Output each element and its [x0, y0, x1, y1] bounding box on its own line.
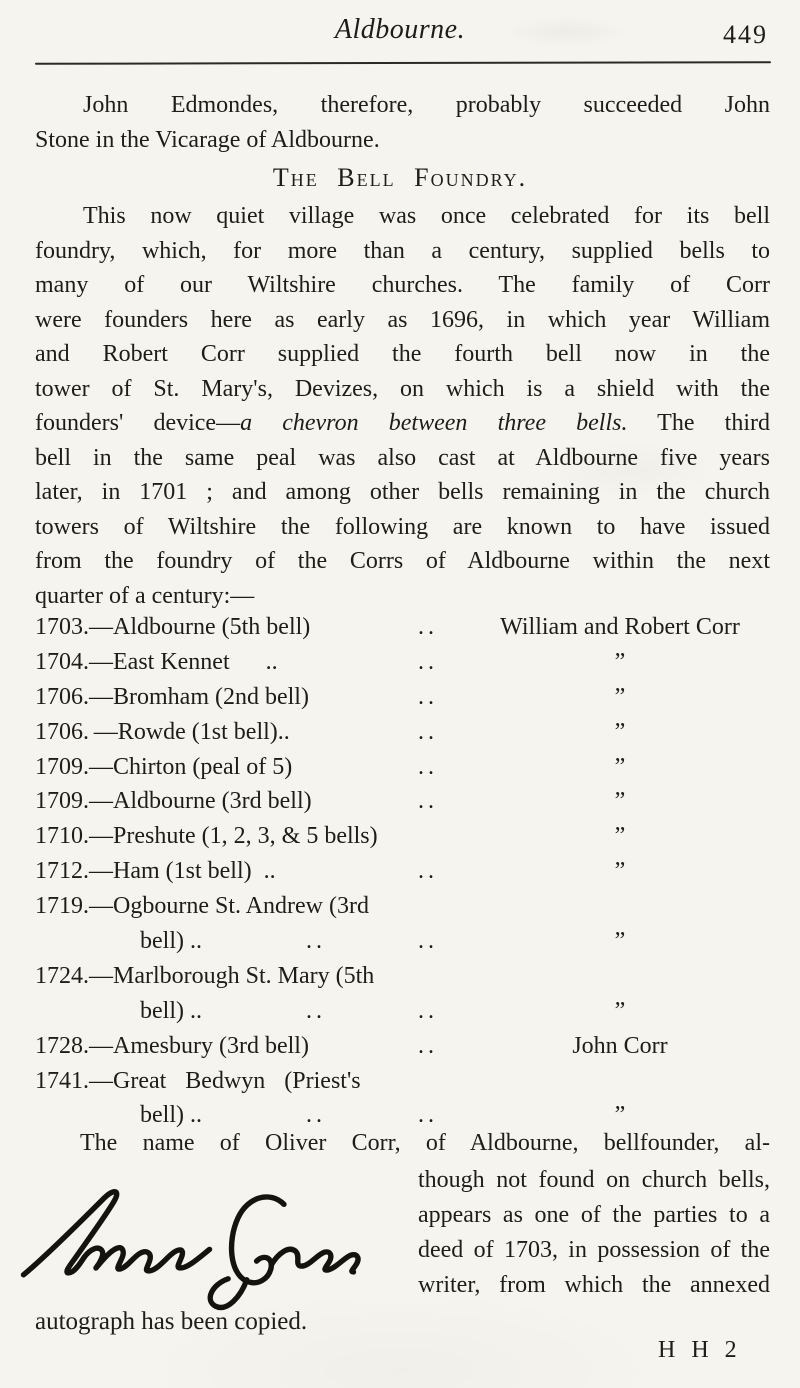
intro-line: Stone in the Vicarage of Aldbourne. — [35, 127, 380, 153]
bell-list-row: 1712.—Ham (1st bell) .. .. ” — [35, 854, 770, 889]
bell-entry: 1703.—Aldbourne (5th bell) — [35, 614, 311, 640]
bell-entry-continuation: bell) .. — [140, 997, 202, 1024]
intro-paragraph: John Edmondes, therefore, probably succe… — [35, 88, 770, 158]
body-paragraph: This now quiet village was once celebrat… — [35, 199, 770, 613]
leader-dots: .. — [306, 1102, 326, 1129]
signature-stroke — [228, 1194, 287, 1286]
intro-line: John Edmondes, therefore, probably succe… — [83, 92, 770, 118]
bell-list: 1703.—Aldbourne (5th bell) .. William an… — [35, 610, 770, 1133]
bell-list-row: 1724.—Marlborough St. Mary (5th — [35, 959, 770, 994]
italic-phrase: a chevron between three bells. — [240, 410, 628, 436]
signature-stroke — [81, 1245, 213, 1274]
leader-dots: .. — [418, 648, 438, 675]
closing-wrap-line: appears as one of the parties to a — [418, 1202, 770, 1228]
body-line: towers of Wiltshire the following are kn… — [35, 513, 770, 540]
bell-list-row: 1706. —Rowde (1st bell).. .. ” — [35, 715, 770, 750]
closing-wrap-line: though not found on church bells, — [418, 1167, 770, 1193]
ditto-mark: ” — [614, 997, 626, 1024]
page-number: 449 — [723, 20, 768, 49]
closing-paragraph-line: The name of Oliver Corr, of Aldbourne, b… — [80, 1130, 770, 1156]
bell-list-row: 1709.—Chirton (peal of 5) .. ” — [35, 750, 770, 785]
leader-dots: .. — [418, 788, 438, 815]
leader-dots: .. — [418, 858, 438, 885]
leader-dots: .. — [306, 928, 326, 955]
body-line: This now quiet village was once celebrat… — [83, 203, 770, 229]
printer-signature-mark: H H 2 — [658, 1337, 742, 1363]
bell-entry-continuation: bell) .. — [140, 1102, 202, 1129]
bell-list-row: 1719.—Ogbourne St. Andrew (3rd — [35, 889, 770, 924]
section-heading: The Bell Foundry. — [272, 163, 528, 192]
bell-entry: 1724.—Marlborough St. Mary (5th — [35, 962, 375, 989]
body-line: many of our Wiltshire churches. The fami… — [35, 272, 770, 298]
bell-list-row: 1741.—Great Bedwyn (Priest's — [35, 1064, 770, 1099]
body-line: quarter of a century:— — [35, 582, 255, 609]
leader-dots: .. — [418, 614, 438, 640]
bell-entry: 1709.—Aldbourne (3rd bell) — [35, 788, 312, 815]
bell-entry: 1704.—East Kennet .. — [35, 648, 278, 675]
leader-dots: .. — [418, 1102, 438, 1129]
body-line: were founders here as early as 1696, in … — [35, 306, 770, 333]
body-text: The third — [627, 410, 770, 436]
bell-entry: 1706. —Rowde (1st bell).. — [35, 718, 290, 745]
bell-list-row: bell) .. .. .. ” — [35, 994, 770, 1029]
bell-list-row: bell) .. .. .. ” — [35, 924, 770, 959]
header-rule — [34, 61, 772, 65]
leader-dots: .. — [418, 1032, 438, 1059]
bell-entry: 1710.—Preshute (1, 2, 3, & 5 bells) — [35, 823, 378, 850]
bell-entry-continuation: bell) .. — [140, 928, 202, 955]
body-line: bell in the same peal was also cast at A… — [35, 444, 770, 471]
signature-stroke — [268, 1246, 361, 1275]
bell-entry: 1719.—Ogbourne St. Andrew (3rd — [35, 893, 369, 920]
ditto-mark: ” — [614, 928, 626, 955]
bell-list-row: 1706.—Bromham (2nd bell) .. ” — [35, 680, 770, 715]
leader-dots: .. — [418, 683, 438, 710]
bell-list-row: 1704.—East Kennet .. .. ” — [35, 645, 770, 680]
bell-list-row: 1703.—Aldbourne (5th bell) .. William an… — [35, 610, 770, 645]
bell-entry: 1712.—Ham (1st bell) .. — [35, 858, 276, 885]
leader-dots: .. — [418, 928, 438, 955]
running-head: Aldbourne. — [334, 14, 466, 45]
ditto-mark: ” — [614, 823, 626, 850]
signature-stroke — [20, 1189, 120, 1278]
closing-wrap-line: deed of 1703, in possession of the — [418, 1237, 770, 1263]
body-line: and Robert Corr supplied the fourth bell… — [35, 341, 770, 367]
body-line: from the foundry of the Corrs of Aldbour… — [35, 548, 770, 574]
body-line: tower of St. Mary's, Devizes, on which i… — [35, 375, 770, 402]
bell-list-row: bell) .. .. .. ” — [35, 1098, 770, 1133]
leader-dots: .. — [418, 997, 438, 1024]
ditto-mark: ” — [614, 648, 626, 675]
oliver-corr-signature — [20, 1189, 361, 1311]
body-text: founders' device— — [35, 410, 241, 436]
bell-entry: 1706.—Bromham (2nd bell) — [35, 683, 309, 710]
bell-entry: 1709.—Chirton (peal of 5) — [35, 753, 293, 780]
bell-entry: 1728.—Amesbury (3rd bell) — [35, 1032, 309, 1059]
closing-last-line: autograph has been copied. — [35, 1308, 308, 1335]
founder-name: William and Robert Corr — [500, 614, 740, 640]
signature-stroke — [207, 1276, 250, 1311]
leader-dots: .. — [306, 997, 326, 1024]
closing-wrap-line: writer, from which the annexed — [418, 1272, 770, 1298]
body-line: foundry, which, for more than a century,… — [35, 237, 770, 264]
ditto-mark: ” — [614, 718, 626, 745]
bell-list-row: 1709.—Aldbourne (3rd bell) .. ” — [35, 784, 770, 819]
leader-dots: .. — [418, 718, 438, 745]
bell-list-row: 1710.—Preshute (1, 2, 3, & 5 bells) ” — [35, 819, 770, 854]
ditto-mark: ” — [614, 788, 626, 815]
body-line: later, in 1701 ; and among other bells r… — [35, 479, 770, 505]
ditto-mark: ” — [614, 753, 626, 780]
ditto-mark: ” — [614, 683, 626, 710]
closing-wrap-text: though not found on church bells, appear… — [418, 1163, 770, 1303]
body-line: founders' device—a chevron between three… — [35, 406, 770, 441]
ditto-mark: ” — [614, 1102, 626, 1129]
bell-entry: 1741.—Great Bedwyn (Priest's — [35, 1067, 361, 1094]
bell-list-row: 1728.—Amesbury (3rd bell) .. John Corr — [35, 1029, 770, 1064]
founder-name: John Corr — [572, 1032, 668, 1059]
ditto-mark: ” — [614, 858, 626, 885]
leader-dots: .. — [418, 753, 438, 780]
